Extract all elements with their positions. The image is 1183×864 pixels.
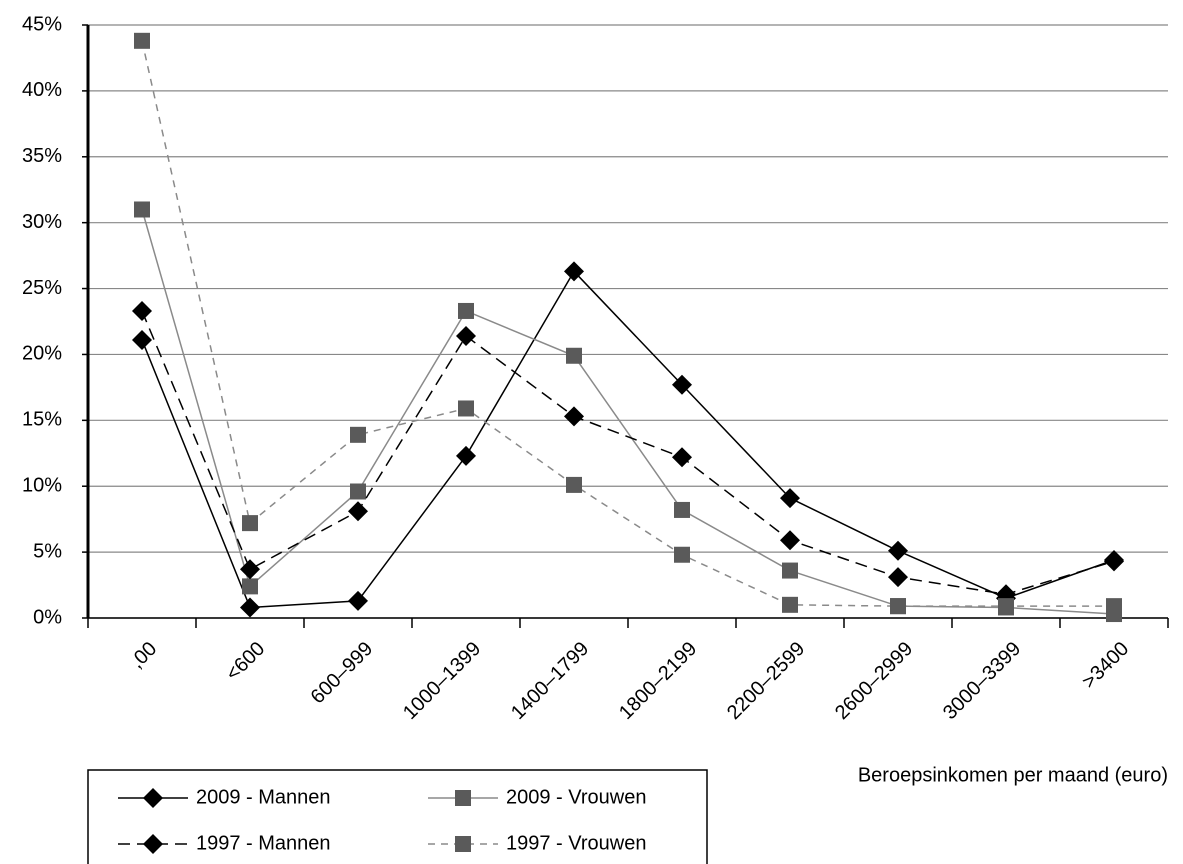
marker: [564, 406, 584, 427]
marker: [455, 836, 471, 852]
marker: [890, 598, 906, 615]
marker: [240, 559, 260, 580]
x-tick-label: 3000–3399: [939, 638, 1025, 724]
y-tick-label: 5%: [33, 540, 62, 562]
x-tick-label: 2200–2599: [723, 638, 809, 724]
x-tick-label: 2600–2999: [831, 638, 917, 724]
legend-label: 2009 - Vrouwen: [506, 786, 646, 808]
x-tick-label: 1400–1799: [507, 638, 593, 724]
y-tick-label: 25%: [22, 277, 62, 299]
marker: [782, 562, 798, 579]
legend-item: 1997 - Mannen: [118, 832, 331, 854]
y-tick-label: 45%: [22, 13, 62, 35]
marker: [242, 578, 258, 595]
marker: [672, 447, 692, 468]
marker: [458, 302, 474, 319]
legend-label: 1997 - Mannen: [196, 832, 331, 854]
marker: [456, 445, 476, 466]
x-tick-label: >3400: [1078, 638, 1133, 693]
marker: [1104, 551, 1124, 572]
marker: [350, 483, 366, 500]
series-line: [141, 40, 1114, 607]
series-line: [141, 209, 1115, 615]
marker: [132, 329, 152, 350]
marker: [566, 476, 582, 493]
legend-item: 1997 - Vrouwen: [428, 832, 646, 854]
marker: [998, 598, 1014, 615]
marker: [240, 597, 260, 618]
y-tick-label: 40%: [22, 79, 62, 101]
series-line: [141, 270, 1115, 609]
legend-label: 1997 - Vrouwen: [506, 832, 646, 854]
legend-item: 2009 - Vrouwen: [428, 786, 646, 808]
marker: [780, 488, 800, 509]
y-tick-label: 20%: [22, 343, 62, 365]
marker: [242, 515, 258, 532]
marker: [456, 325, 476, 346]
legend-box: [87, 769, 708, 864]
marker: [143, 788, 163, 808]
marker: [132, 300, 152, 321]
marker: [674, 546, 690, 563]
marker: [564, 261, 584, 282]
marker: [888, 567, 908, 588]
y-tick-label: 30%: [22, 211, 62, 233]
marker: [674, 501, 690, 518]
marker: [458, 400, 474, 417]
marker: [672, 374, 692, 395]
marker: [780, 530, 800, 551]
marker: [143, 834, 163, 854]
marker: [134, 201, 150, 218]
series: [132, 261, 1124, 618]
y-tick-label: 15%: [22, 409, 62, 431]
x-tick-label: 600–999: [307, 638, 378, 709]
marker: [134, 32, 150, 49]
x-axis-title: Beroepsinkomen per maand (euro): [858, 764, 1168, 786]
legend-item: 2009 - Mannen: [118, 786, 331, 808]
marker: [566, 347, 582, 364]
marker: [350, 426, 366, 443]
series: [134, 201, 1122, 623]
marker: [455, 790, 471, 806]
y-tick-label: 10%: [22, 475, 62, 497]
legend-label: 2009 - Mannen: [196, 786, 331, 808]
y-tick-label: 35%: [22, 145, 62, 167]
x-tick-label: ,00: [126, 638, 161, 673]
y-tick-label: 0%: [33, 606, 62, 628]
marker: [888, 540, 908, 561]
series: [132, 300, 1124, 605]
series: [134, 32, 1122, 615]
x-tick-label: 1000–1399: [399, 638, 485, 724]
x-tick-label: <600: [222, 638, 269, 685]
marker: [348, 501, 368, 522]
marker: [348, 590, 368, 611]
x-tick-label: 1800–2199: [615, 638, 701, 724]
marker: [1106, 598, 1122, 615]
series-line: [141, 310, 1115, 596]
marker: [782, 596, 798, 613]
